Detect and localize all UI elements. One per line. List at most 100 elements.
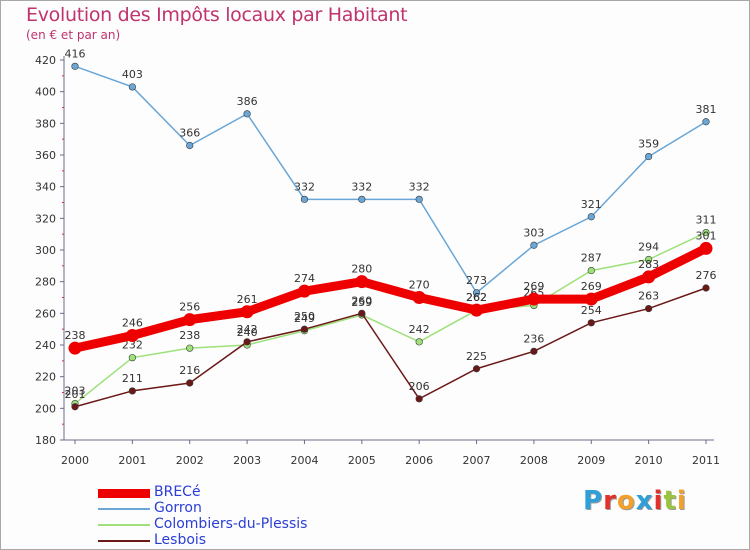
data-label: 301 [696,229,717,242]
logo-letter: i [653,486,664,516]
data-point [186,344,194,352]
data-label: 262 [466,291,487,304]
data-label: 416 [65,47,86,60]
data-point [243,110,251,118]
data-label: 274 [294,272,315,285]
data-point [240,305,254,319]
data-label: 262 [466,291,487,304]
data-label: 259 [351,296,372,309]
data-label: 332 [351,180,372,193]
data-point [702,118,710,126]
data-point [472,289,481,297]
data-point [128,387,136,395]
y-tick-label: 260 [35,307,56,320]
data-point [71,403,79,411]
y-tick-label: 420 [35,54,56,67]
data-label: 273 [466,274,487,287]
data-point [699,241,713,255]
data-label: 269 [523,280,544,293]
series-line [74,231,707,405]
data-point [300,195,309,203]
legend-label: BRECé [154,484,201,500]
legend-label: Colombiers-du-Plessis [154,516,308,532]
y-tick-label: 320 [35,212,56,225]
x-tick-label: 2009 [577,454,605,467]
data-point [297,284,311,298]
data-label: 225 [466,350,487,363]
legend-swatch [98,540,150,542]
series-brec-: 238 246 256 261 274 280 270 262 269 269 283 301 [65,229,717,355]
data-point [300,325,309,333]
data-label: 211 [122,372,143,385]
legend-label: Lesbois [154,532,207,548]
data-label: 232 [122,339,143,352]
logo-letter: P [583,486,604,516]
legend-label: Gorron [154,500,202,516]
data-label: 238 [179,329,200,342]
data-point [358,309,366,317]
data-point [472,365,481,373]
data-label: 359 [638,138,659,151]
legend-swatch [98,489,150,498]
data-point [71,62,79,70]
y-tick-label: 240 [35,339,56,352]
x-tick-label: 2011 [692,454,720,467]
chart-subtitle: (en € et par an) [26,28,121,42]
data-label: 263 [638,290,659,303]
data-label: 403 [122,68,143,81]
series-line [74,65,707,294]
x-tick-label: 2008 [520,454,548,467]
data-point [128,354,136,362]
data-label: 321 [581,198,602,211]
data-label: 216 [179,364,200,377]
x-tick-label: 2006 [405,454,433,467]
data-point [530,347,538,355]
series-colombiers-du-plessis: 203232238240249259242262265287294311 [65,214,717,408]
data-label: 201 [65,388,86,401]
data-label: 386 [237,95,258,108]
series-gorron: 416 403 366 386 332 332 332 273 303 321 359 381 [65,47,717,297]
series-lesbois: 201 211 216 242 250 260 206 225 236 254 263 276 [65,269,717,411]
data-point [415,395,423,403]
logo-letter: r [603,486,617,516]
data-label: 206 [409,380,430,393]
y-tick-label: 180 [35,434,56,447]
logo-letter: i [676,486,687,516]
series-line [74,287,707,408]
x-tick-label: 2010 [635,454,663,467]
data-label: 287 [581,252,602,265]
data-point [702,284,710,292]
data-point [645,255,653,264]
data-point [587,319,595,327]
data-point [412,291,426,304]
data-point [183,313,197,327]
x-tick-label: 2003 [233,454,261,467]
data-point [587,213,595,221]
logo-letter: x [635,486,654,516]
data-label: 280 [351,263,372,276]
data-point [530,241,538,249]
y-tick-label: 280 [35,276,56,289]
data-label: 242 [409,323,430,336]
y-tick-label: 340 [35,181,56,194]
series-line [70,243,711,353]
x-tick-label: 2000 [61,454,89,467]
data-label: 246 [122,317,143,330]
data-label: 250 [294,310,315,323]
data-label: 254 [581,304,602,317]
y-tick-label: 360 [35,149,56,162]
data-label: 311 [696,214,717,227]
data-label: 203 [65,385,86,398]
data-point [128,83,136,91]
y-tick-label: 220 [35,371,56,384]
proxiti-logo: Proxiti [583,486,687,516]
data-point [527,292,541,306]
chart-title: Evolution des Impôts locaux par Habitant [26,4,408,26]
x-tick-label: 2005 [348,454,376,467]
data-label: 240 [237,326,258,339]
data-point [587,266,595,275]
x-tick-label: 2004 [290,454,318,467]
data-point [642,270,656,284]
